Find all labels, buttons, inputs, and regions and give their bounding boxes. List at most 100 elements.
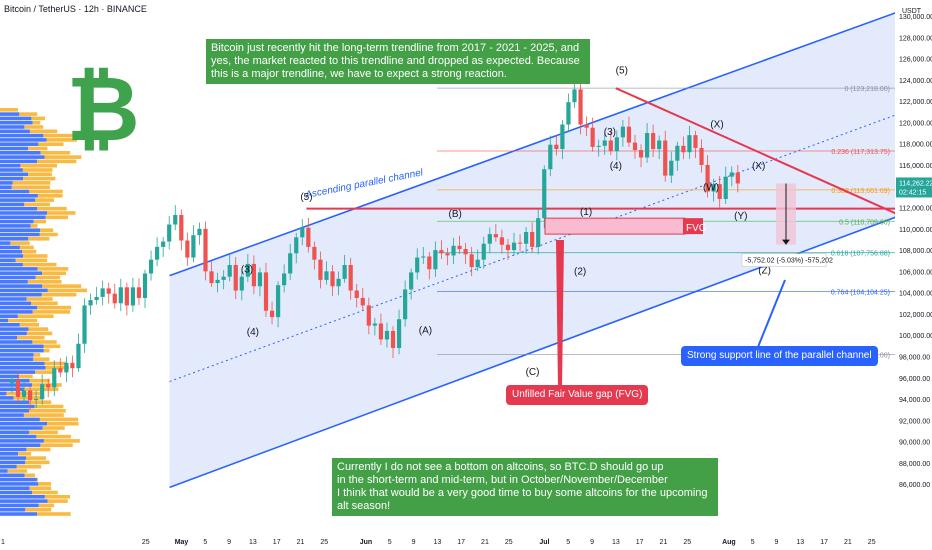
volume-orange-bar [34, 404, 64, 409]
volume-blue-bar [0, 155, 45, 159]
volume-orange-bar [37, 194, 63, 198]
volume-blue-bar [0, 323, 20, 327]
volume-blue-bar [0, 232, 40, 237]
volume-orange-bar [37, 512, 71, 516]
volume-blue-bar [0, 348, 44, 353]
volume-orange-bar [23, 176, 56, 181]
candle-body [82, 305, 87, 344]
fvg-callout: Unfilled Fair Value gap (FVG) [506, 385, 649, 405]
candle-body [560, 124, 565, 149]
volume-orange-bar [31, 301, 58, 306]
volume-orange-bar [8, 318, 38, 323]
volume-blue-bar [0, 198, 36, 202]
candle-body [735, 172, 740, 184]
volume-blue-bar [0, 258, 16, 263]
volume-orange-bar [40, 151, 71, 155]
y-tick-1: 128,000.00 [899, 35, 932, 42]
candle-body [536, 218, 541, 247]
volume-orange-bar [16, 464, 42, 469]
volume-blue-bar [0, 443, 41, 447]
y-tick-19: 90,000.00 [899, 440, 930, 447]
countdown-label: 02:42:15 [899, 189, 926, 196]
candle-body [608, 140, 613, 152]
volume-blue-bar [0, 224, 31, 228]
candle-body [94, 296, 99, 301]
candle-body [161, 241, 166, 247]
volume-blue-bar [0, 327, 29, 331]
volume-blue-bar [0, 151, 41, 155]
x-tick-3: 5 [203, 539, 207, 546]
x-tick-23: Aug [722, 539, 736, 546]
volume-blue-bar [0, 228, 41, 232]
candle-body [445, 253, 450, 256]
x-tick-1: 25 [142, 539, 150, 546]
volume-blue-bar [0, 490, 32, 495]
y-axis-bg [895, 0, 932, 550]
volume-blue-bar [0, 439, 44, 443]
fib-label-1: 0.236 (117,313.75) [831, 149, 890, 156]
volume-blue-bar [0, 120, 33, 125]
volume-orange-bar [24, 473, 35, 478]
volume-orange-bar [32, 310, 70, 314]
bitcoin-logo-icon: ₿ [66, 60, 139, 160]
candle-body [396, 319, 402, 348]
candle-body [384, 330, 390, 340]
wave-label-11: (X) [710, 120, 723, 131]
candle-body [415, 257, 420, 273]
volume-orange-bar [20, 163, 57, 168]
volume-orange-bar [27, 280, 62, 284]
volume-blue-bar [0, 219, 34, 224]
candle-body [336, 278, 341, 287]
volume-orange-bar [23, 254, 48, 258]
candle-body [548, 144, 553, 170]
volume-orange-bar [44, 495, 71, 499]
candle-body [372, 323, 377, 326]
volume-blue-bar [0, 400, 30, 404]
x-tick-22: 25 [683, 539, 691, 546]
candle-body [693, 135, 698, 148]
volume-orange-bar [46, 138, 77, 142]
fib-label-3: 0.5 (110,709.00) [839, 219, 890, 226]
volume-blue-bar [0, 434, 37, 439]
candle-body [602, 140, 607, 146]
volume-orange-bar [37, 305, 72, 310]
candle-body [112, 293, 117, 304]
candle-body [390, 330, 396, 348]
volume-orange-bar [28, 172, 52, 177]
fib-label-4: 0.618 (107,756.88) [831, 251, 890, 258]
volume-blue-bar [0, 469, 8, 473]
volume-blue-bar [0, 396, 14, 400]
volume-orange-bar [29, 378, 50, 383]
volume-blue-bar [0, 430, 30, 435]
x-tick-4: 9 [227, 539, 231, 546]
candle-body [233, 264, 238, 291]
wave-label-13: (Y) [734, 211, 747, 222]
y-tick-12: 104,000.00 [899, 291, 932, 298]
volume-blue-bar [0, 447, 27, 452]
candle-body [167, 224, 172, 242]
volume-orange-bar [22, 262, 57, 267]
volume-blue-bar [0, 237, 29, 241]
volume-blue-bar [0, 271, 43, 275]
volume-orange-bar [19, 112, 38, 116]
volume-orange-bar [25, 460, 50, 465]
bottom-note-line-3: I think that would be a very good time t… [337, 487, 708, 512]
volume-blue-bar [0, 464, 17, 469]
chart-title: Bitcoin / TetherUS · 12h · BINANCE [4, 4, 147, 14]
candle-body [584, 124, 589, 128]
x-tick-2: May [175, 539, 189, 546]
candle-body [439, 250, 444, 254]
x-tick-27: 17 [820, 539, 828, 546]
candle-body [451, 245, 456, 256]
candle-body [215, 279, 220, 284]
volume-orange-bar [41, 292, 77, 297]
candle-body [632, 142, 638, 151]
candle-body [221, 276, 226, 280]
bottom-note-line-2: in the short-term and mid-term, but in O… [337, 474, 668, 486]
volume-orange-bar [35, 198, 54, 202]
y-tick-5: 120,000.00 [899, 120, 932, 127]
x-tick-11: 9 [412, 539, 416, 546]
candle-body [64, 362, 69, 373]
y-tick-14: 100,000.00 [899, 333, 932, 340]
